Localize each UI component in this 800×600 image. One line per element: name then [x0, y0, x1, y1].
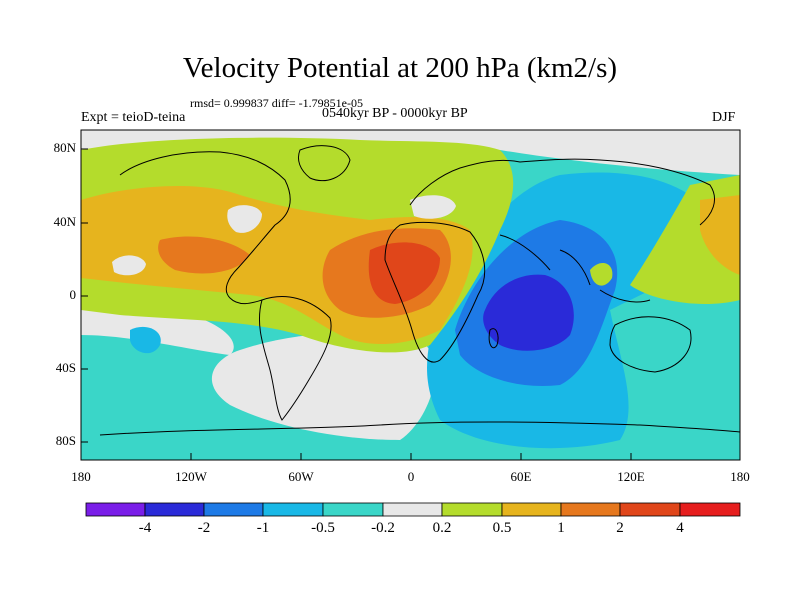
colorbar-label-neg1: -1	[256, 520, 270, 536]
colorbar-swatch-8	[501, 502, 562, 517]
colorbar-label-05: 0.5	[492, 520, 512, 536]
colorbar-swatch-6	[382, 502, 443, 517]
colorbar-label-neg2: -2	[197, 520, 211, 536]
colorbar-label-2: 2	[616, 520, 624, 536]
axis-ticks	[80, 148, 632, 460]
lon-label-120e: 120E	[617, 469, 645, 484]
contour-orangered-america	[158, 236, 250, 274]
lon-label-180w: 180	[71, 469, 91, 484]
coastline-greenland	[297, 145, 351, 182]
coastline-asia-south	[499, 234, 651, 303]
plot-title: Velocity Potential at 200 hPa (km2/s)	[182, 52, 618, 84]
stats-annotation: rmsd= 0.999837 diff= -1.79851e-05	[190, 96, 363, 110]
contour-neutral-northamerica-pocket	[227, 205, 262, 233]
contour-orange-eastpacific	[700, 195, 740, 275]
colorbar-label-4: 4	[676, 520, 684, 536]
coastline-australia	[609, 316, 692, 373]
coastline-europe	[409, 158, 715, 226]
lat-label-80s: 80S	[55, 433, 76, 448]
contour-neutral-mediterranean-pocket	[410, 195, 456, 219]
experiment-label: Expt = teioD-teina	[81, 110, 186, 125]
colorbar-swatch-9	[560, 502, 621, 517]
colorbar-swatch-1	[85, 502, 146, 517]
lon-label-0: 0	[407, 469, 415, 484]
coastline-south-america	[258, 296, 332, 421]
contour-neutral-pacific-pocket	[112, 255, 146, 276]
lat-label-eq: 0	[69, 287, 77, 302]
colorbar	[85, 502, 741, 517]
contour-yellowgreen-seasia	[590, 263, 613, 286]
colorbar-swatch-2	[144, 502, 205, 517]
colorbar-swatch-7	[441, 502, 503, 517]
colorbar-swatch-4	[262, 502, 324, 517]
colorbar-label-neg4: -4	[138, 520, 152, 536]
colorbar-swatch-5	[322, 502, 384, 517]
coastline-antarctica	[99, 421, 740, 436]
colorbar-swatch-3	[203, 502, 264, 517]
colorbar-label-neg05: -0.5	[311, 520, 335, 536]
contour-darkblue-core	[483, 274, 574, 351]
contour-lightblue-pacific	[130, 326, 161, 354]
colorbar-swatch-11	[679, 502, 741, 517]
coastlines	[99, 145, 740, 436]
colorbar-label-02: 0.2	[432, 520, 452, 536]
period-label: 0540kyr BP - 0000kyr BP	[322, 106, 468, 121]
coastline-madagascar	[488, 328, 499, 349]
coastline-africa	[384, 221, 486, 363]
lon-label-120w: 120W	[175, 469, 207, 484]
contour-red-saharan	[368, 242, 440, 304]
lat-label-80n: 80N	[53, 140, 76, 155]
lat-label-40n: 40N	[53, 214, 76, 229]
colorbar-swatch-10	[619, 502, 681, 517]
lon-label-60e: 60E	[510, 469, 532, 484]
coastline-north-america	[119, 151, 291, 305]
lat-label-40s: 40S	[55, 360, 76, 375]
lon-label-180e: 180	[730, 469, 750, 484]
lon-label-60w: 60W	[288, 469, 314, 484]
colorbar-label-1: 1	[557, 520, 565, 536]
contour-fill-layer	[81, 130, 740, 460]
colorbar-label-neg02: -0.2	[371, 520, 395, 536]
season-label: DJF	[712, 110, 736, 125]
